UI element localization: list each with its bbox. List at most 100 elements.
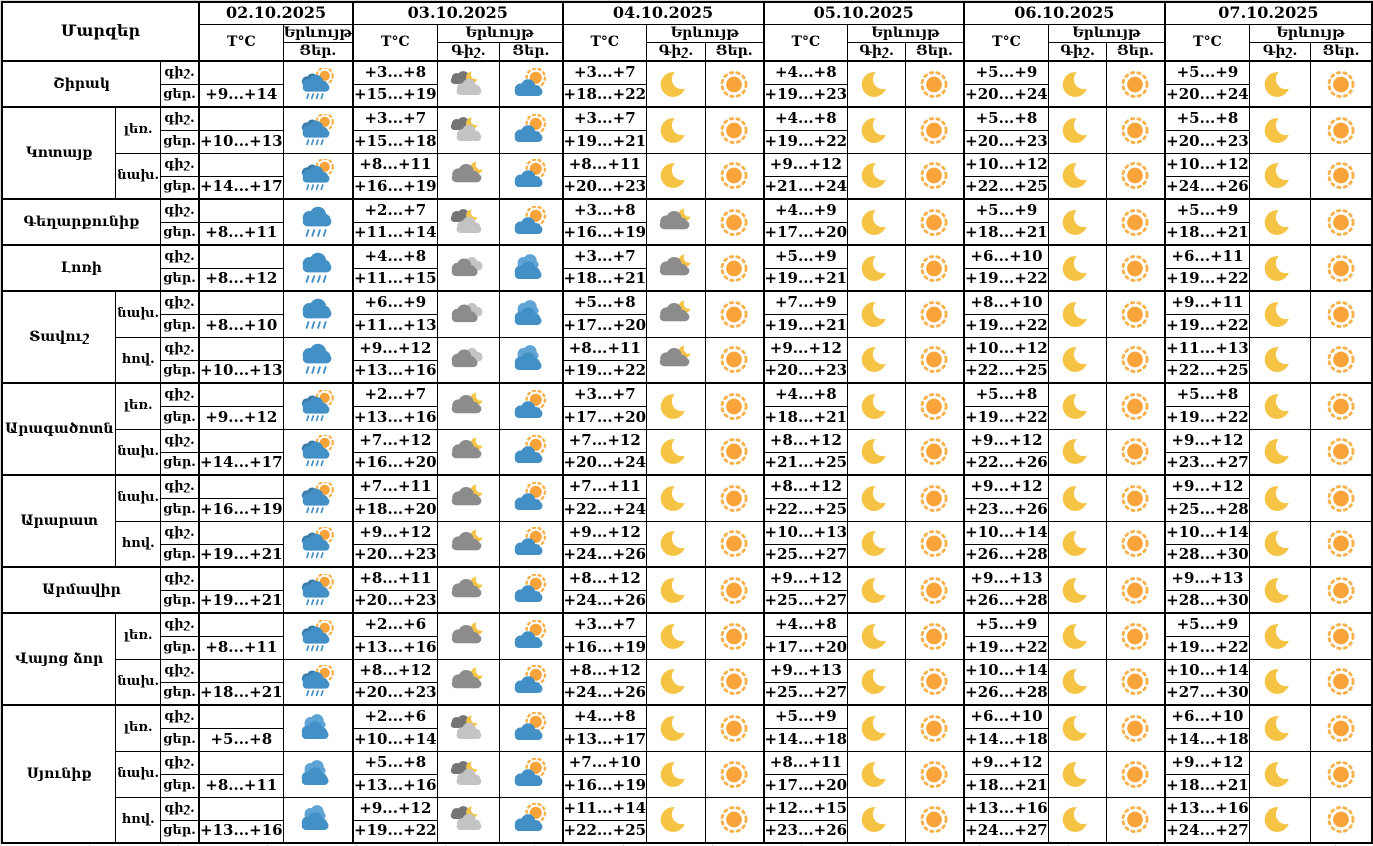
day-temp-cell: +16...+19 xyxy=(561,773,648,798)
sun-icon xyxy=(1327,70,1355,98)
night-icon-cell xyxy=(1048,382,1108,430)
day-temp-cell: +28...+30 xyxy=(1163,589,1251,614)
night-temp-cell: +4...+9 xyxy=(762,198,849,223)
rain-sun-icon xyxy=(301,619,334,651)
day-icon-cell xyxy=(704,428,765,476)
day-icon-cell xyxy=(704,796,765,844)
day-temp-cell: +22...+25 xyxy=(762,497,849,522)
night-icon-cell xyxy=(436,520,501,568)
day-icon-cell xyxy=(1310,198,1373,246)
day-icon-cell xyxy=(499,658,564,706)
day-icon-cell xyxy=(1310,520,1373,568)
period-label-day: ցեր. xyxy=(159,773,200,798)
sun-icon xyxy=(920,392,948,420)
sun-icon xyxy=(1327,484,1355,512)
day-temp-cell: +20...+23 xyxy=(352,589,438,614)
day-temp-cell: +11...+15 xyxy=(352,267,438,292)
day-temp-cell: +19...+21 xyxy=(561,129,648,154)
day-icon-cell xyxy=(499,336,564,384)
day-temp-cell: +19...+23 xyxy=(762,83,849,108)
night-icon-cell xyxy=(646,796,706,844)
day-temp-cell: +19...+22 xyxy=(1163,635,1251,660)
moon-icon xyxy=(660,115,692,143)
day-icon-cell xyxy=(1310,796,1373,844)
day-icon-cell xyxy=(905,796,965,844)
night-temp-cell: +9...+11 xyxy=(1163,290,1251,315)
sun-icon xyxy=(1327,668,1355,696)
cloud-moon-icon xyxy=(452,435,487,459)
day-temp-cell: +18...+21 xyxy=(962,221,1050,246)
clouds-gray-moon-icon xyxy=(451,804,482,831)
night-temp-cell: +5...+8 xyxy=(962,106,1050,131)
night-temp-cell xyxy=(198,796,284,821)
period-label-day: ցեր. xyxy=(159,451,200,476)
sun-icon xyxy=(1327,714,1355,742)
day-icon-cell xyxy=(704,750,765,798)
day-temp-cell: +24...+26 xyxy=(561,543,648,568)
night-temp-cell: +10...+12 xyxy=(962,336,1050,361)
night-icon-cell xyxy=(436,336,501,384)
rain-sun-icon xyxy=(301,389,334,421)
night-icon-cell xyxy=(1249,290,1312,338)
day-icon-cell xyxy=(499,566,564,614)
moon-icon xyxy=(1062,68,1094,97)
night-icon-cell xyxy=(646,60,706,108)
night-temp-cell: +9...+12 xyxy=(1163,428,1251,453)
night-icon-cell xyxy=(646,750,706,798)
period-label-night: գիշ. xyxy=(159,474,200,499)
day-icon-cell xyxy=(1310,566,1373,614)
day-icon-cell xyxy=(704,474,765,522)
clouds-gray-moon-icon xyxy=(451,69,482,95)
night-col-header: Գիշ. xyxy=(1249,42,1312,62)
period-label-day: ցեր. xyxy=(159,497,200,522)
temp-header: T°C xyxy=(1163,24,1251,62)
day-temp-cell: +18...+21 xyxy=(962,773,1050,798)
day-col-header: Ցեր. xyxy=(704,42,765,62)
night-icon-cell xyxy=(1048,520,1108,568)
day-temp-cell: +17...+20 xyxy=(561,405,648,430)
sun-icon xyxy=(720,300,748,328)
sun-icon xyxy=(720,438,748,466)
clouds-blue-icon xyxy=(301,713,329,739)
moon-icon xyxy=(660,436,692,465)
moon-icon xyxy=(660,528,692,557)
night-temp-cell: +5...+9 xyxy=(962,612,1050,637)
day-temp-cell: +13...+16 xyxy=(352,359,438,384)
moon-icon xyxy=(660,68,692,97)
temp-header: T°C xyxy=(352,24,438,62)
night-temp-cell xyxy=(198,658,284,683)
sun-cloud-icon xyxy=(514,159,547,188)
day-icon-cell xyxy=(704,658,765,706)
night-icon-cell xyxy=(646,474,706,522)
day-col-header: Ցեր. xyxy=(282,42,354,62)
day-col-header: Ցեր. xyxy=(1106,42,1166,62)
moon-icon xyxy=(1264,115,1296,143)
period-label-day: ցեր. xyxy=(159,589,200,614)
night-temp-cell xyxy=(198,428,284,453)
night-temp-cell xyxy=(198,336,284,361)
day-temp-cell: +20...+23 xyxy=(762,359,849,384)
day-icon-cell xyxy=(905,106,965,154)
phenomenon-header: Երևույթ xyxy=(847,24,965,43)
sun-icon xyxy=(720,70,748,98)
cloud-moon-icon xyxy=(659,297,695,321)
period-label-night: գիշ. xyxy=(159,382,200,407)
day-temp-cell: +19...+22 xyxy=(962,267,1050,292)
day-temp-cell: +13...+16 xyxy=(352,773,438,798)
night-temp-cell xyxy=(198,290,284,315)
sun-icon xyxy=(720,484,748,512)
sun-icon xyxy=(1121,576,1149,604)
night-temp-cell: +11...+14 xyxy=(561,796,648,821)
day-icon-cell xyxy=(1310,428,1373,476)
night-icon-cell xyxy=(646,428,706,476)
regions-header: Մարզեր xyxy=(1,1,200,62)
rain-sun-icon xyxy=(301,665,334,697)
night-icon-cell xyxy=(436,796,501,844)
night-icon-cell xyxy=(436,750,501,798)
sun-icon xyxy=(1327,806,1355,834)
day-icon-cell xyxy=(1310,658,1373,706)
sun-icon xyxy=(1327,116,1355,144)
sun-icon xyxy=(1121,392,1149,420)
region-name: Գեղարքունիք xyxy=(1,198,161,246)
moon-icon xyxy=(660,713,692,741)
